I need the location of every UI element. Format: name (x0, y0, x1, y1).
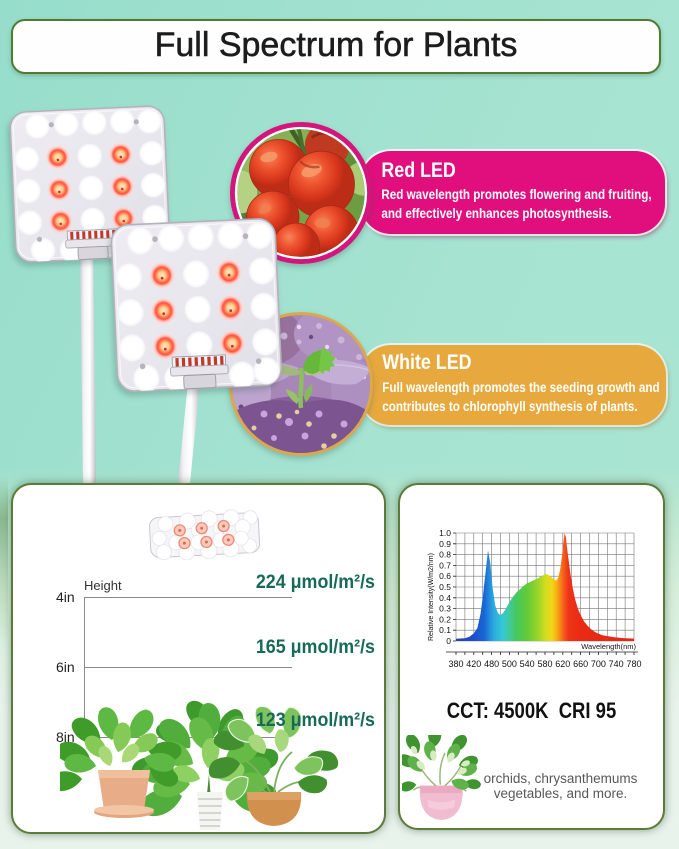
svg-text:480: 480 (484, 659, 499, 669)
svg-text:500: 500 (502, 659, 517, 669)
svg-text:0.8: 0.8 (439, 550, 451, 560)
svg-text:420: 420 (466, 659, 481, 669)
svg-text:740: 740 (609, 659, 624, 669)
svg-text:Relative Intensity(W/m2/nm): Relative Intensity(W/m2/nm) (428, 553, 435, 641)
svg-text:0.2: 0.2 (439, 614, 451, 624)
svg-text:380: 380 (448, 659, 463, 669)
svg-text:0: 0 (446, 636, 451, 646)
svg-text:540: 540 (520, 659, 535, 669)
svg-text:620: 620 (555, 659, 570, 669)
svg-text:1.0: 1.0 (439, 528, 451, 538)
svg-text:0.6: 0.6 (439, 571, 451, 581)
svg-text:0.5: 0.5 (439, 582, 451, 592)
svg-text:660: 660 (573, 659, 588, 669)
svg-text:0.9: 0.9 (439, 539, 451, 549)
svg-text:0.3: 0.3 (439, 604, 451, 614)
svg-text:0.4: 0.4 (439, 593, 451, 603)
svg-text:0.7: 0.7 (439, 560, 451, 570)
svg-text:700: 700 (591, 659, 606, 669)
svg-text:Wavelength(nm): Wavelength(nm) (581, 642, 636, 651)
svg-text:780: 780 (626, 659, 641, 669)
svg-text:0.1: 0.1 (439, 625, 451, 635)
svg-text:580: 580 (537, 659, 552, 669)
